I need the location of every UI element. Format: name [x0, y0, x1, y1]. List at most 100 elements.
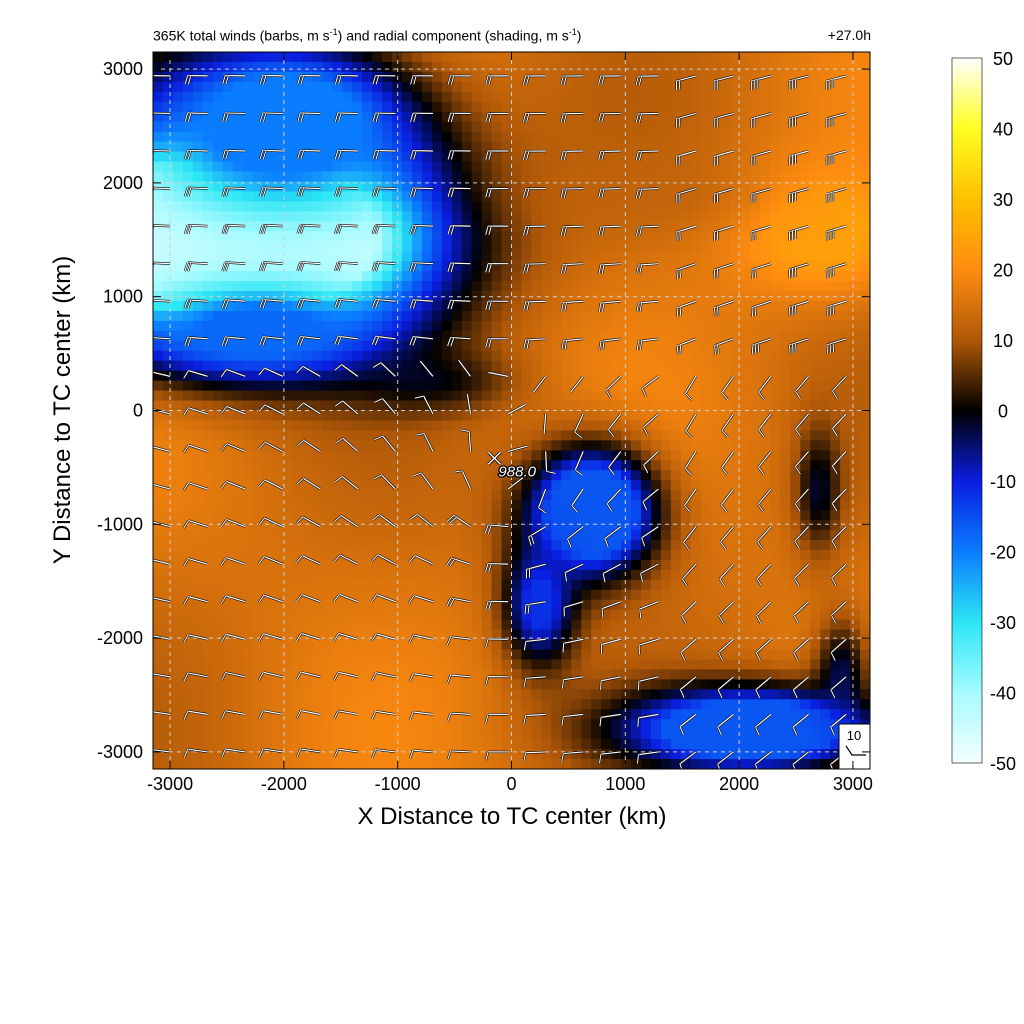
shading-cell: [740, 749, 752, 760]
shading-cell: [511, 52, 523, 63]
shading-cell: [401, 699, 413, 710]
shading-cell: [282, 420, 294, 432]
shading-cell: [182, 639, 194, 651]
shading-cell: [411, 121, 423, 133]
shading-cell: [760, 420, 772, 432]
shading-cell: [262, 251, 274, 262]
shading-cell: [750, 470, 762, 481]
shading-cell: [272, 71, 284, 83]
shading-cell: [172, 470, 184, 481]
shading-cell: [202, 181, 214, 193]
shading-cell: [690, 709, 702, 720]
shading-cell: [800, 380, 811, 392]
shading-cell: [750, 310, 762, 322]
shading-cell: [162, 71, 174, 83]
shading-cell: [640, 589, 652, 601]
shading-cell: [820, 450, 831, 461]
shading-cell: [302, 649, 313, 661]
shading-cell: [282, 231, 294, 242]
shading-cell: [700, 420, 712, 432]
shading-cell: [740, 759, 752, 769]
shading-cell: [660, 420, 672, 432]
shading-cell: [621, 231, 632, 242]
shading-cell: [501, 589, 513, 601]
shading-cell: [611, 400, 622, 412]
shading-cell: [770, 759, 781, 769]
shading-cell: [282, 619, 294, 631]
shading-cell: [202, 171, 214, 183]
shading-cell: [312, 759, 323, 769]
shading-cell: [640, 719, 652, 730]
shading-cell: [710, 530, 722, 541]
shading-cell: [362, 340, 373, 352]
shading-cell: [690, 729, 702, 740]
shading-cell: [153, 320, 164, 332]
shading-cell: [591, 261, 602, 272]
shading-cell: [362, 151, 373, 163]
shading-cell: [282, 490, 294, 501]
shading-cell: [451, 589, 463, 601]
shading-cell: [591, 271, 602, 282]
shading-cell: [670, 759, 682, 769]
shading-cell: [162, 181, 174, 193]
shading-cell: [392, 659, 403, 671]
shading-cell: [342, 201, 353, 212]
shading-cell: [232, 589, 244, 601]
shading-cell: [690, 181, 702, 193]
shading-cell: [282, 589, 294, 601]
shading-cell: [780, 470, 791, 481]
shading-cell: [382, 609, 393, 621]
shading-cell: [501, 320, 513, 332]
shading-cell: [292, 281, 303, 292]
shading-cell: [650, 549, 662, 561]
shading-cell: [252, 300, 264, 312]
shading-cell: [491, 739, 503, 750]
shading-cell: [471, 161, 483, 173]
shading-cell: [312, 101, 323, 113]
shading-cell: [581, 669, 592, 680]
shading-cell: [760, 151, 772, 163]
shading-cell: [780, 579, 791, 591]
shading-cell: [382, 271, 393, 282]
shading-cell: [182, 739, 194, 750]
shading-cell: [770, 629, 781, 641]
shading-cell: [660, 589, 672, 601]
shading-cell: [501, 330, 513, 342]
shading-cell: [401, 470, 413, 481]
shading-cell: [372, 559, 383, 571]
shading-cell: [392, 749, 403, 760]
shading-cell: [242, 539, 254, 551]
shading-cell: [282, 52, 294, 63]
shading-cell: [700, 609, 712, 621]
shading-cell: [192, 231, 204, 242]
shading-cell: [521, 669, 533, 680]
shading-cell: [222, 460, 234, 471]
shading-cell: [700, 251, 712, 262]
shading-cell: [322, 619, 333, 631]
shading-cell: [451, 410, 463, 422]
shading-cell: [501, 539, 513, 551]
shading-cell: [481, 320, 493, 332]
shading-cell: [451, 61, 463, 73]
shading-cell: [262, 310, 274, 322]
shading-cell: [770, 52, 781, 63]
shading-cell: [292, 669, 303, 680]
shading-cell: [172, 689, 184, 700]
shading-cell: [770, 171, 781, 183]
shading-cell: [521, 639, 533, 651]
shading-cell: [511, 400, 523, 412]
shading-cell: [292, 211, 303, 222]
shading-cell: [272, 619, 284, 631]
shading-cell: [312, 510, 323, 521]
shading-cell: [820, 480, 831, 491]
shading-cell: [392, 500, 403, 511]
shading-cell: [750, 330, 762, 342]
shading-cell: [382, 649, 393, 661]
shading-cell: [591, 330, 602, 342]
shading-cell: [471, 181, 483, 193]
shading-cell: [730, 480, 742, 491]
shading-cell: [441, 699, 453, 710]
shading-cell: [810, 719, 821, 730]
shading-cell: [421, 52, 433, 63]
shading-cell: [710, 689, 722, 700]
